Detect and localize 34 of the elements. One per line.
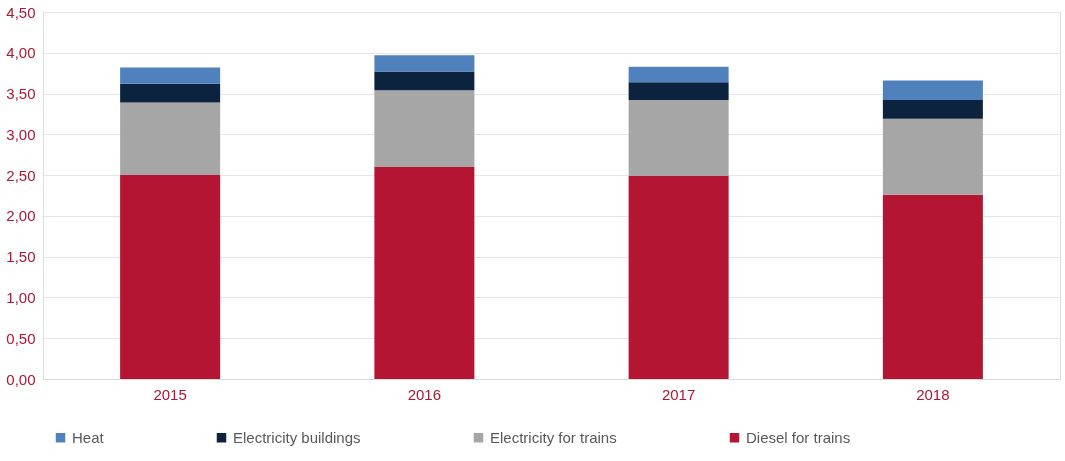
y-tick-label: 3,00 [6, 125, 36, 143]
bar [120, 175, 221, 379]
y-tick-label: 2,00 [6, 207, 36, 225]
y-tick-label: 2,50 [6, 166, 36, 184]
x-tick-label: 2018 [916, 385, 950, 403]
bar [882, 80, 983, 101]
bar [120, 83, 221, 103]
x-tick-label: 2015 [153, 385, 187, 403]
y-tick-label: 4,00 [6, 44, 36, 62]
y-tick-label: 0,50 [6, 329, 36, 347]
bar [882, 118, 983, 195]
bar [628, 66, 729, 83]
bar [628, 175, 729, 379]
y-tick-label: 3,50 [6, 85, 36, 103]
bar [628, 100, 729, 176]
legend-label: Diesel for trains [746, 428, 851, 446]
legend-label: Heat [72, 428, 105, 446]
bar [374, 90, 475, 167]
bar [120, 102, 221, 176]
bar [120, 67, 221, 84]
bar [628, 82, 729, 101]
bar [882, 194, 983, 379]
x-tick-label: 2016 [407, 385, 442, 403]
bar [374, 166, 475, 379]
x-tick-label: 2017 [661, 385, 696, 403]
bar [374, 71, 475, 91]
legend-label: Electricity for trains [490, 428, 617, 446]
y-tick-label: 0,00 [6, 370, 36, 388]
bar [374, 55, 475, 72]
y-tick-label: 1,00 [6, 288, 36, 306]
bar [882, 100, 983, 119]
y-tick-label: 1,50 [6, 248, 36, 266]
y-tick-label: 4,50 [6, 3, 36, 21]
legend-label: Electricity buildings [233, 428, 361, 446]
